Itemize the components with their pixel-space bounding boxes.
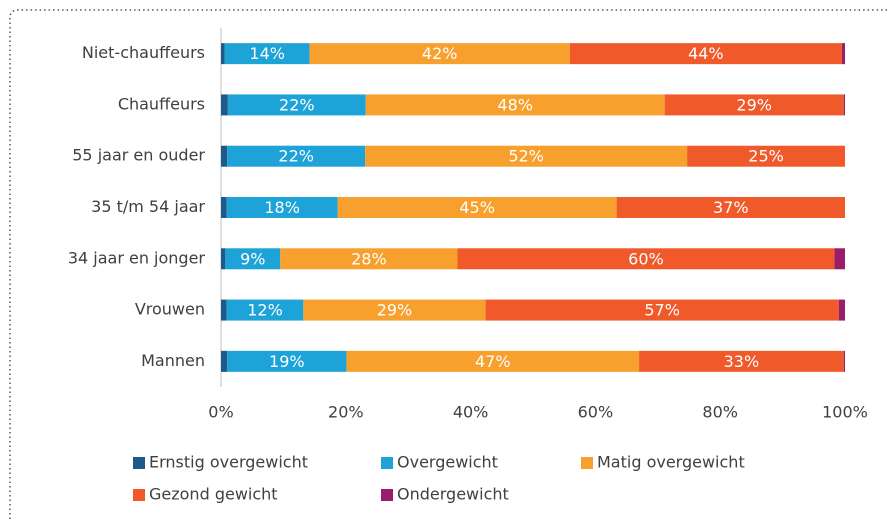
x-tick-label: 100% (822, 403, 868, 422)
bar-segment (221, 299, 227, 321)
data-label: 19% (269, 352, 305, 371)
legend-swatch (381, 489, 393, 501)
bar-segment (309, 43, 570, 65)
bar-segment (337, 197, 617, 218)
data-label: 33% (724, 352, 760, 371)
bar-segment (365, 94, 665, 116)
bar-segment (639, 350, 844, 372)
legend-label: Overgewicht (397, 453, 498, 472)
data-label: 45% (459, 198, 495, 217)
y-tick-label: Chauffeurs (118, 94, 205, 113)
data-label: 12% (247, 301, 283, 320)
y-tick-label: Vrouwen (135, 300, 205, 319)
data-label: 22% (278, 147, 314, 166)
x-tick-label: 20% (328, 403, 364, 422)
bar-segment (457, 248, 835, 270)
bar-segment (221, 248, 226, 270)
bar-segment (616, 197, 845, 218)
bar-segment (221, 94, 228, 116)
legend-swatch (133, 489, 145, 501)
legend-swatch (133, 457, 145, 469)
y-tick-label: Mannen (141, 351, 205, 370)
data-label: 14% (249, 44, 285, 63)
x-tick-label: 80% (702, 403, 738, 422)
data-label: 47% (475, 352, 511, 371)
legend-swatch (381, 457, 393, 469)
bar-segment (687, 145, 845, 167)
bar-segment (841, 43, 845, 65)
data-label: 44% (688, 44, 724, 63)
data-label: 37% (713, 198, 749, 217)
bar-segment (664, 94, 844, 116)
bar-segment (834, 248, 845, 270)
legend-label: Ondergewicht (397, 485, 509, 504)
bar-segment (226, 299, 304, 321)
y-tick-label: Niet-chauffeurs (82, 43, 205, 62)
legend-label: Ernstig overgewicht (149, 453, 308, 472)
data-label: 28% (351, 249, 387, 268)
bar-segment (365, 145, 688, 167)
bar-segment (843, 94, 845, 116)
bar-segment (221, 197, 227, 218)
bar-segment (280, 248, 458, 270)
bar-segment (838, 299, 845, 321)
bar-segment (221, 145, 228, 167)
x-tick-label: 0% (208, 403, 233, 422)
y-tick-label: 34 jaar en jonger (68, 248, 206, 267)
bar-segment (843, 350, 845, 372)
data-label: 52% (508, 147, 544, 166)
bar-segment (227, 350, 347, 372)
bar-segment (227, 94, 366, 116)
bar-segment (224, 43, 310, 65)
bar-segment (221, 43, 225, 65)
data-label: 60% (628, 249, 664, 268)
bar-segment (569, 43, 842, 65)
bar-segment (303, 299, 486, 321)
bar-segment (225, 248, 281, 270)
x-tick-label: 40% (453, 403, 489, 422)
data-label: 9% (240, 249, 265, 268)
legend-label: Matig overgewicht (597, 453, 745, 472)
bar-segment (485, 299, 839, 321)
legend-swatch (581, 457, 593, 469)
data-label: 57% (644, 301, 680, 320)
y-tick-label: 55 jaar en ouder (72, 146, 205, 165)
data-label: 29% (736, 95, 772, 114)
bar-segment (346, 350, 640, 372)
data-label: 25% (748, 147, 784, 166)
data-label: 48% (497, 95, 533, 114)
data-label: 29% (377, 301, 413, 320)
data-label: 42% (422, 44, 458, 63)
x-tick-label: 60% (578, 403, 614, 422)
y-tick-label: 35 t/m 54 jaar (91, 197, 205, 216)
data-label: 18% (264, 198, 300, 217)
bar-segment (221, 350, 228, 372)
frame (9, 9, 888, 519)
data-label: 22% (279, 95, 315, 114)
legend-label: Gezond gewicht (149, 485, 278, 504)
bar-segment (227, 145, 366, 167)
bar-segment (226, 197, 338, 218)
